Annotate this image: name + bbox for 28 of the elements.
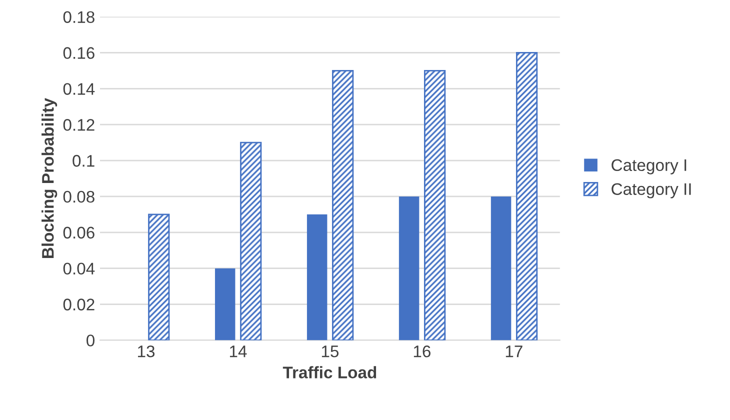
y-axis-title: Blocking Probability <box>42 98 58 258</box>
bar <box>490 196 512 340</box>
x-tick-label: 14 <box>230 346 247 358</box>
legend-label: Category I <box>612 159 686 174</box>
bar <box>398 196 420 340</box>
bar <box>306 214 328 340</box>
x-axis-title: Traffic Load <box>282 366 376 378</box>
bar <box>214 268 236 340</box>
y-tick-label: 0.12 <box>63 119 94 131</box>
y-tick-label: 0.04 <box>63 262 95 275</box>
x-tick-label: 13 <box>138 346 155 358</box>
x-tick-label: 15 <box>322 346 339 358</box>
y-tick-label: 0.16 <box>63 47 94 59</box>
bar <box>516 52 538 340</box>
y-tick-label: 0.08 <box>63 190 94 203</box>
y-tick-label: 0.14 <box>63 83 95 95</box>
y-tick-label: 0.06 <box>63 226 94 239</box>
x-tick-label: 16 <box>414 346 430 358</box>
legend-label: Category II <box>612 183 691 198</box>
x-tick-label: 17 <box>506 346 522 358</box>
y-tick-label: 0.1 <box>72 154 94 167</box>
bar <box>240 142 262 340</box>
y-tick-label: 0 <box>86 334 94 346</box>
bar <box>148 214 170 340</box>
bar <box>424 70 446 340</box>
y-tick-label: 0.18 <box>63 11 94 24</box>
bar <box>332 70 354 340</box>
y-tick-label: 0.02 <box>63 298 94 310</box>
